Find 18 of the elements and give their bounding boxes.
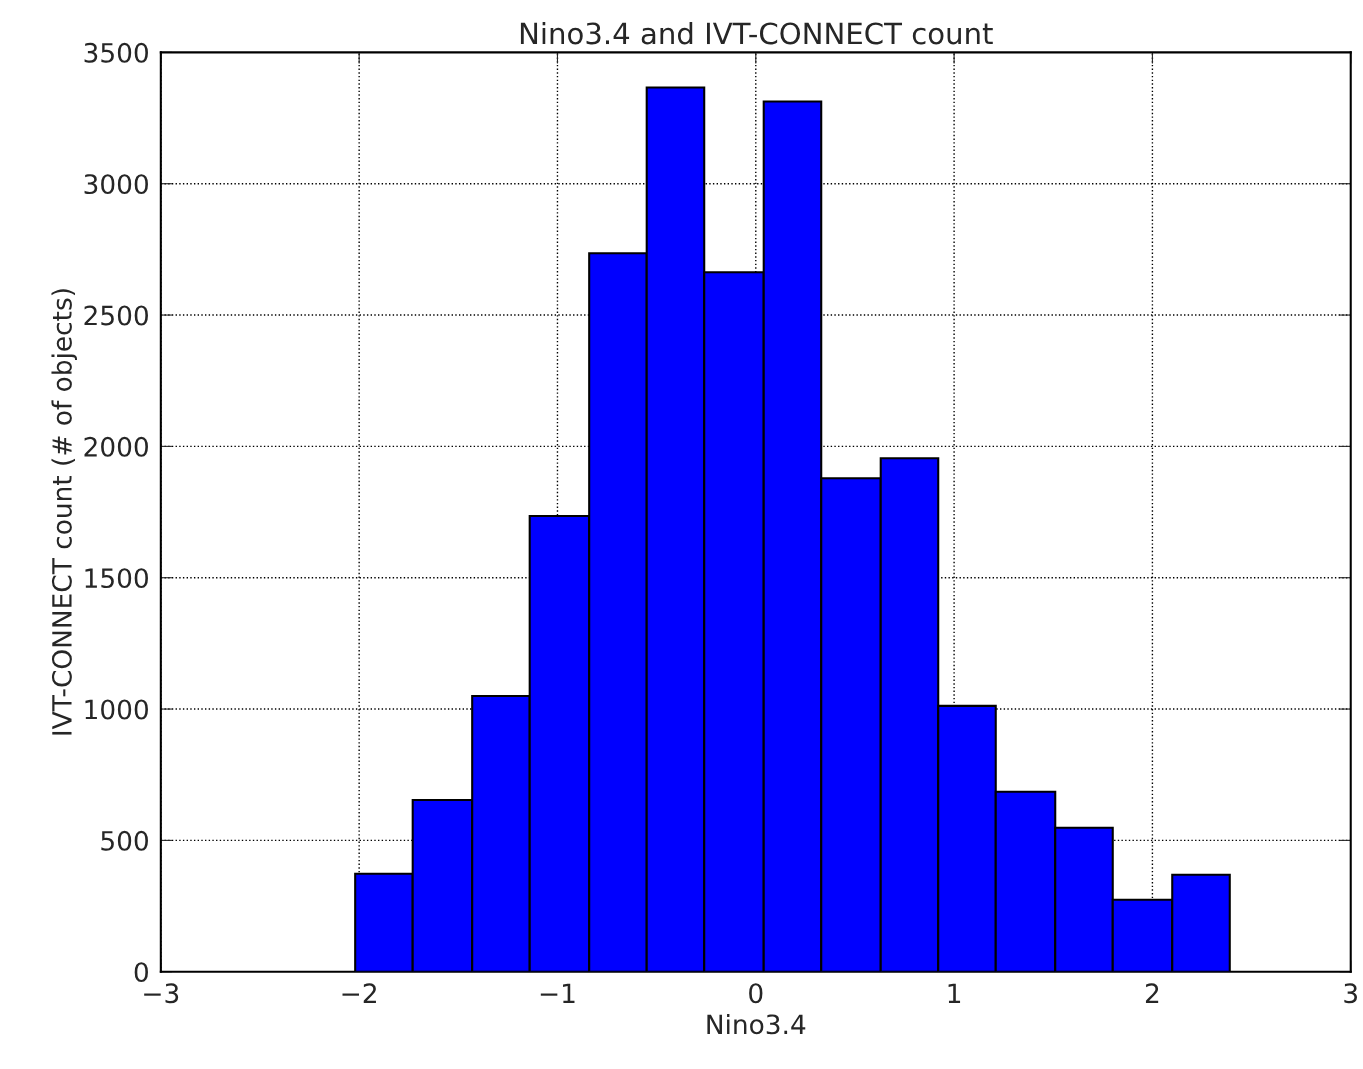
x-tick-label: −3	[144, 983, 179, 1004]
y-tick-label: 0	[134, 962, 148, 983]
x-tick-label: −2	[342, 983, 376, 1003]
y-tick-label: 500	[101, 830, 148, 851]
y-tick-label: 3500	[84, 42, 148, 63]
x-tick-label: 0	[749, 983, 763, 1004]
y-tick-label: 1500	[85, 568, 148, 589]
y-tick-label: 2000	[84, 436, 148, 457]
y-tick-label: 2500	[84, 305, 148, 326]
x-axis-title: Nino3.4	[707, 1013, 806, 1035]
y-axis-title: IVT-CONNECT count (# of objects)	[51, 289, 78, 735]
y-tick-label: 3000	[84, 174, 148, 195]
chart-title: Nino3.4 and IVT-CONNECT count	[520, 21, 993, 45]
x-tick-label: 1	[948, 983, 961, 1003]
x-tick-label: 3	[1344, 983, 1358, 1004]
x-tick-label: 2	[1145, 983, 1159, 1003]
y-tick-label: 1000	[85, 699, 148, 720]
x-tick-label: −1	[540, 983, 575, 1003]
